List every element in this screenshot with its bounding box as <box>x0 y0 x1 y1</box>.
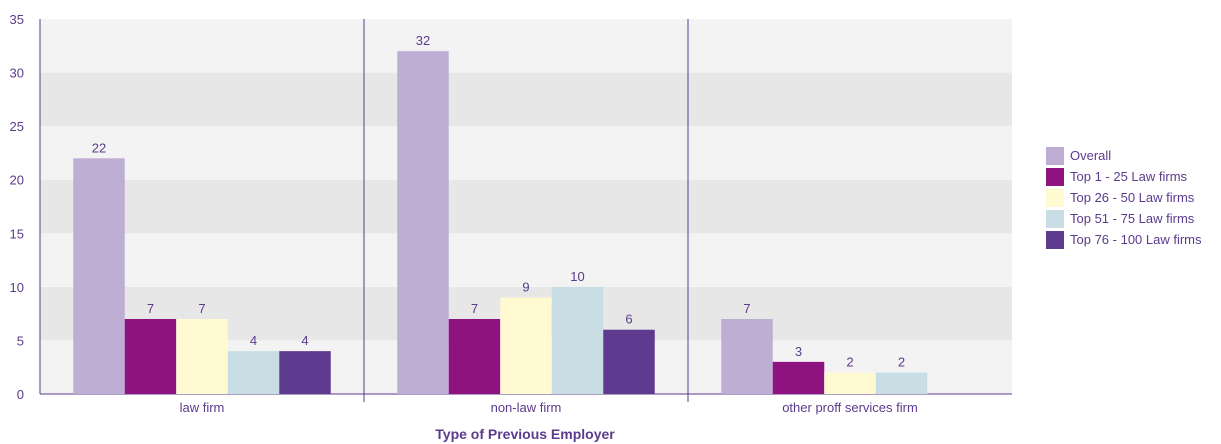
grid-band <box>40 179 1012 234</box>
bar <box>279 351 331 394</box>
bar <box>124 319 177 394</box>
bar <box>551 286 604 394</box>
y-tick-label: 20 <box>10 173 24 188</box>
y-tick-label: 5 <box>17 333 24 348</box>
legend-label: Top 76 - 100 Law firms <box>1070 232 1202 247</box>
data-label: 22 <box>92 140 106 155</box>
data-label: 7 <box>471 301 478 316</box>
data-label: 4 <box>250 333 257 348</box>
y-tick-label: 10 <box>10 280 24 295</box>
bar <box>448 319 501 394</box>
y-axis-ticks: 0 5 10 15 20 25 30 35 <box>10 12 24 402</box>
data-label: 2 <box>898 355 905 370</box>
data-label: 6 <box>625 312 632 327</box>
legend-item: Top 26 - 50 Law firms <box>1046 187 1202 208</box>
data-label: 7 <box>147 301 154 316</box>
data-label: 10 <box>570 269 584 284</box>
legend-swatch <box>1046 209 1064 228</box>
legend-item: Top 1 - 25 Law firms <box>1046 166 1202 187</box>
data-label: 3 <box>795 344 802 359</box>
y-tick-label: 15 <box>10 226 24 241</box>
bar <box>772 361 825 394</box>
data-label: 2 <box>846 355 853 370</box>
category-label: non-law firm <box>491 400 562 415</box>
legend-label: Overall <box>1070 148 1112 163</box>
grid-bands <box>40 19 1012 394</box>
bar <box>721 319 773 394</box>
data-label: 7 <box>198 301 205 316</box>
bar <box>227 351 280 394</box>
grid-band <box>40 19 1012 73</box>
y-tick-label: 35 <box>10 12 24 27</box>
data-label: 32 <box>416 33 430 48</box>
legend-label: Top 1 - 25 Law firms <box>1070 169 1188 184</box>
legend-label: Top 51 - 75 Law firms <box>1070 211 1195 226</box>
data-label: 9 <box>522 280 529 295</box>
legend: Overall Top 1 - 25 Law firms Top 26 - 50 L… <box>1046 145 1202 250</box>
y-tick-label: 25 <box>10 119 24 134</box>
data-label: 7 <box>743 301 750 316</box>
bar <box>875 372 928 394</box>
grid-band <box>40 233 1012 287</box>
y-tick-label: 30 <box>10 66 24 81</box>
grid-band <box>40 126 1012 180</box>
legend-item: Top 76 - 100 Law firms <box>1046 229 1202 250</box>
legend-swatch <box>1046 230 1064 249</box>
bar <box>176 319 228 394</box>
category-label: law firm <box>180 400 225 415</box>
x-axis-title: Type of Previous Employer <box>435 426 615 442</box>
category-label: other proff services firm <box>782 400 918 415</box>
data-label: 4 <box>301 333 308 348</box>
legend-swatch <box>1046 167 1064 186</box>
legend-swatch <box>1046 188 1064 207</box>
category-labels: law firm non-law firm other proff services… <box>180 400 918 415</box>
legend-item: Top 51 - 75 Law firms <box>1046 208 1202 229</box>
legend-swatch <box>1046 146 1064 165</box>
bar <box>603 329 655 394</box>
legend-item: Overall <box>1046 145 1202 166</box>
grid-band <box>40 72 1012 127</box>
bars <box>73 51 928 395</box>
category-dividers <box>363 19 689 402</box>
bar <box>73 158 125 394</box>
bar <box>824 372 876 394</box>
y-tick-label: 0 <box>17 387 24 402</box>
legend-label: Top 26 - 50 Law firms <box>1070 190 1195 205</box>
bar <box>500 297 552 394</box>
bar <box>397 51 449 395</box>
